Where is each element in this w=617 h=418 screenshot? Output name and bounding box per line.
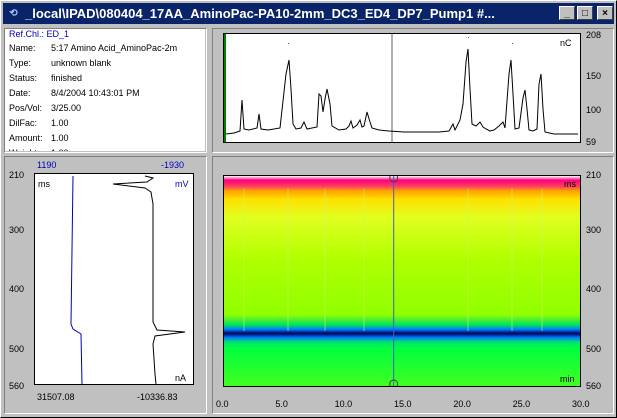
info-row: Status: finished <box>9 73 82 83</box>
info-row: Name: 5:17 Amino Acid_AminoPac-2m <box>9 43 177 53</box>
info-key: DilFac: <box>9 118 38 128</box>
info-value: 1.00 <box>51 118 69 128</box>
info-value: 1.00 <box>51 148 69 151</box>
3d-map-plot[interactable]: ms min <box>223 173 581 389</box>
info-value: 3/25.00 <box>51 103 82 113</box>
info-key: Date: <box>9 88 31 98</box>
maximize-button[interactable]: □ <box>577 6 593 20</box>
info-row: DilFac: 1.00 <box>9 118 69 128</box>
map-unit-top: ms <box>564 179 576 189</box>
map-tick-500: 500 <box>586 344 602 354</box>
chromatogram-tick-100: 100 <box>586 105 602 115</box>
profile-trace-svg: ms mV nA <box>38 175 189 385</box>
map-x-tick-label: 30.0 <box>572 399 590 409</box>
profile-bottom-left-value: 31507.08 <box>37 392 75 402</box>
chromatogram-unit: nC <box>560 38 572 48</box>
ref-channel-label[interactable]: Ref.Chl.: ED_1 <box>9 29 70 39</box>
chromatogram-tick-150: 150 <box>586 71 602 81</box>
map-tick-400: 400 <box>586 284 602 294</box>
info-row: Weight:1.00 <box>9 148 69 151</box>
info-value: unknown blank <box>51 58 112 68</box>
map-tick-560: 560 <box>586 381 602 391</box>
map-x-tick-label: 15.0 <box>394 399 412 409</box>
profile-tick-500: 500 <box>9 344 25 354</box>
map-x-tick-label: 10.0 <box>334 399 353 409</box>
info-key: Name: <box>9 43 36 53</box>
profile-trace-blue <box>70 175 83 385</box>
info-row: Type: unknown blank <box>9 58 111 68</box>
map-x-tick-label: 5.0 <box>275 399 288 409</box>
map-unit-bottom: min <box>560 374 575 384</box>
map-svg: ms min <box>224 173 580 389</box>
chromatogram-plot[interactable]: · · · nC <box>223 33 581 143</box>
title-bar[interactable]: ⟲ _local\IPAD\080404_17AA_AminoPac-PA10-… <box>3 3 614 24</box>
info-value: 5:17 Amino Acid_AminoPac-2m <box>51 43 178 53</box>
chromatogram-trace-svg: · · · nC <box>224 33 578 142</box>
svg-text:·: · <box>287 39 290 48</box>
profile-unit-left: ms <box>38 179 50 189</box>
profile-unit-bottom: nA <box>175 373 186 383</box>
svg-text:·: · <box>467 34 470 42</box>
profile-top-left-value: 1190 <box>37 160 57 170</box>
chromatogram-tick-208: 208 <box>586 30 602 40</box>
map-x-tick-label: 25.0 <box>512 399 531 409</box>
map-vertical-streaks <box>243 188 543 331</box>
profile-unit-right: mV <box>175 179 189 189</box>
info-value: finished <box>51 73 83 83</box>
profile-top-right-value: -1930 <box>161 160 185 170</box>
info-key: Type: <box>9 58 32 68</box>
sample-info: Ref.Chl.: ED_1 Name: 5:17 Amino Acid_Amin… <box>5 29 205 151</box>
profile-tick-300: 300 <box>9 225 25 235</box>
chromatogram-trace <box>225 48 578 135</box>
info-row: Amount: 1.00 <box>9 133 69 143</box>
profile-plot[interactable]: ms mV nA <box>34 173 194 385</box>
profile-tick-560: 560 <box>9 381 25 391</box>
map-heat-surface <box>224 176 580 386</box>
profile-tick-400: 400 <box>9 284 25 294</box>
window-title: _local\IPAD\080404_17AA_AminoPac-PA10-2m… <box>25 6 495 21</box>
info-row: Pos/Vol: 3/25.00 <box>9 103 81 113</box>
info-key: Amount: <box>9 133 43 143</box>
info-value: 8/4/2004 10:43:01 PM <box>51 88 140 98</box>
svg-text:·: · <box>511 39 514 48</box>
info-value: 1.00 <box>51 133 69 143</box>
profile-trace-black <box>112 175 186 385</box>
info-key: Weight: <box>9 148 51 151</box>
chromeleon-app-icon[interactable]: ⟲ <box>9 8 18 19</box>
minimize-button[interactable]: _ <box>559 6 575 20</box>
map-x-tick-label: 0.0 <box>216 399 229 409</box>
profile-tick-210: 210 <box>9 170 25 180</box>
chromatogram-tick-59: 59 <box>586 137 597 147</box>
map-x-tick-label: 20.0 <box>453 399 471 409</box>
close-button[interactable]: × <box>597 6 613 20</box>
map-tick-300: 300 <box>586 225 602 235</box>
info-key: Status: <box>9 73 38 83</box>
map-tick-210: 210 <box>586 170 602 180</box>
info-row: Date: 8/4/2004 10:43:01 PM <box>9 88 140 98</box>
info-key: Pos/Vol: <box>9 103 43 113</box>
profile-bottom-right-value: -10336.83 <box>137 392 178 402</box>
